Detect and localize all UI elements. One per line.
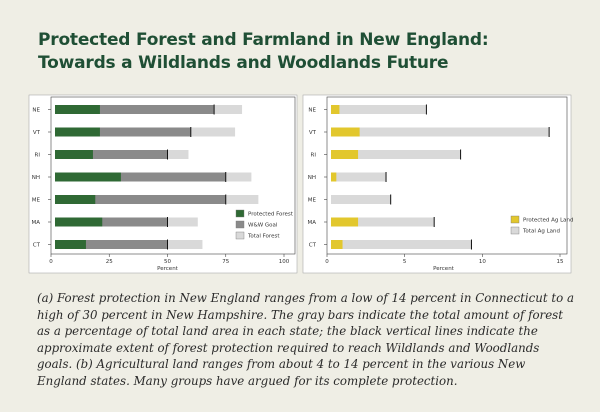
chart2-x-tick-label-0: 0	[325, 259, 329, 265]
figure-caption: (a) Forest protection in New England ran…	[37, 290, 577, 390]
chart1-category-label-vt: VT	[33, 130, 41, 136]
chart1-category-label-ri: RI	[35, 153, 41, 159]
chart2-bar-total-me	[331, 195, 391, 204]
chart2-bar-total-ct	[331, 240, 472, 249]
chart1-legend-label-0: Protected Forest	[248, 212, 294, 218]
chart1-bar-goal-ma	[55, 217, 168, 227]
chart2-legend-swatch-0	[510, 215, 520, 224]
chart-a: 0 25 50 75 100 Percent NE VT RI NH ME MA CT Protected…	[31, 104, 294, 272]
chart2-bar-total-ma	[331, 217, 435, 227]
chart2-bar-protected-ma	[331, 217, 359, 227]
chart2-x-axis-label: Percent	[433, 266, 455, 272]
chart1-bar-goal-ne	[55, 105, 215, 114]
chart1-category-label-nh: NH	[32, 175, 40, 181]
chart2-bar-protected-nh	[331, 172, 337, 182]
chart2-x-tick-label-2: 10	[479, 259, 486, 265]
chart1-legend-label-1: W&W Goal	[248, 223, 278, 229]
chart2-x-tick-label-3: 15	[557, 259, 564, 265]
chart2-bar-protected-vt	[331, 127, 360, 137]
chart1-legend-swatch-1	[235, 220, 245, 229]
figure-title-line1: Protected Forest and Farmland in New Eng…	[38, 30, 489, 50]
chart1-bar-protected-ne	[55, 105, 100, 114]
chart1-x-tick-label-3: 75	[222, 259, 229, 265]
chart2-legend-label-1: Total Ag Land	[522, 229, 560, 235]
chart1-category-label-ma: MA	[31, 220, 40, 226]
chart2-x-tick-label-1: 5	[403, 259, 407, 265]
chart2-legend-label-0: Protected Ag Land	[523, 218, 573, 224]
chart1-bar-goal-vt	[55, 127, 191, 137]
chart1-x-tick-label-4: 100	[279, 259, 290, 265]
chart2-bar-total-ne	[331, 105, 427, 114]
chart2-bar-protected-ri	[331, 150, 359, 159]
chart1-category-label-ne: NE	[32, 108, 40, 114]
chart1-category-label-me: ME	[32, 198, 41, 204]
chart2-category-label-ma: MA	[307, 220, 316, 226]
chart2-bar-total-nh	[331, 172, 387, 182]
chart1-bar-protected-me	[55, 195, 96, 204]
chart1-bar-goal-nh	[55, 172, 226, 182]
chart2-legend-swatch-1	[510, 226, 520, 235]
chart1-bar-protected-ma	[55, 217, 103, 227]
chart2-category-label-nh: NH	[308, 175, 316, 181]
chart1-legend-label-2: Total Forest	[247, 234, 280, 240]
chart2-bar-total-vt	[331, 127, 550, 137]
chart1-legend-swatch-2	[235, 231, 245, 240]
chart2-bar-total-ri	[331, 150, 461, 159]
caption-text: (a) Forest protection in New England ran…	[37, 291, 574, 388]
chart1-bar-goal-me	[55, 195, 226, 204]
chart1-bar-protected-ri	[55, 150, 93, 159]
chart1-x-tick-label-1: 25	[106, 259, 113, 265]
chart1-bar-protected-vt	[55, 127, 100, 137]
chart2-category-label-vt: VT	[309, 130, 317, 136]
chart1-bar-goal-ri	[55, 150, 168, 159]
chart2-bar-protected-ct	[331, 240, 343, 249]
chart1-x-tick-label-0: 0	[49, 259, 53, 265]
chart1-category-label-ct: CT	[33, 243, 41, 249]
chart2-category-label-ne: NE	[308, 108, 316, 114]
chart1-x-axis-label: Percent	[157, 266, 179, 272]
chart1-x-tick-label-2: 50	[164, 259, 171, 265]
figure-title-line2: Towards a Wildlands and Woodlands Future	[38, 53, 449, 73]
chart1-bar-protected-ct	[55, 240, 86, 249]
chart2-category-label-me: ME	[308, 198, 317, 204]
chart1-bar-goal-ct	[55, 240, 168, 249]
chart2-category-label-ri: RI	[311, 153, 317, 159]
chart1-bar-protected-nh	[55, 172, 121, 182]
chart-b: 0 5 10 15 Percent NE VT RI NH ME MA CT Protected Ag …	[307, 104, 573, 272]
chart2-bar-protected-ne	[331, 105, 340, 114]
chart2-category-label-ct: CT	[309, 243, 317, 249]
chart1-legend-swatch-0	[235, 209, 245, 218]
